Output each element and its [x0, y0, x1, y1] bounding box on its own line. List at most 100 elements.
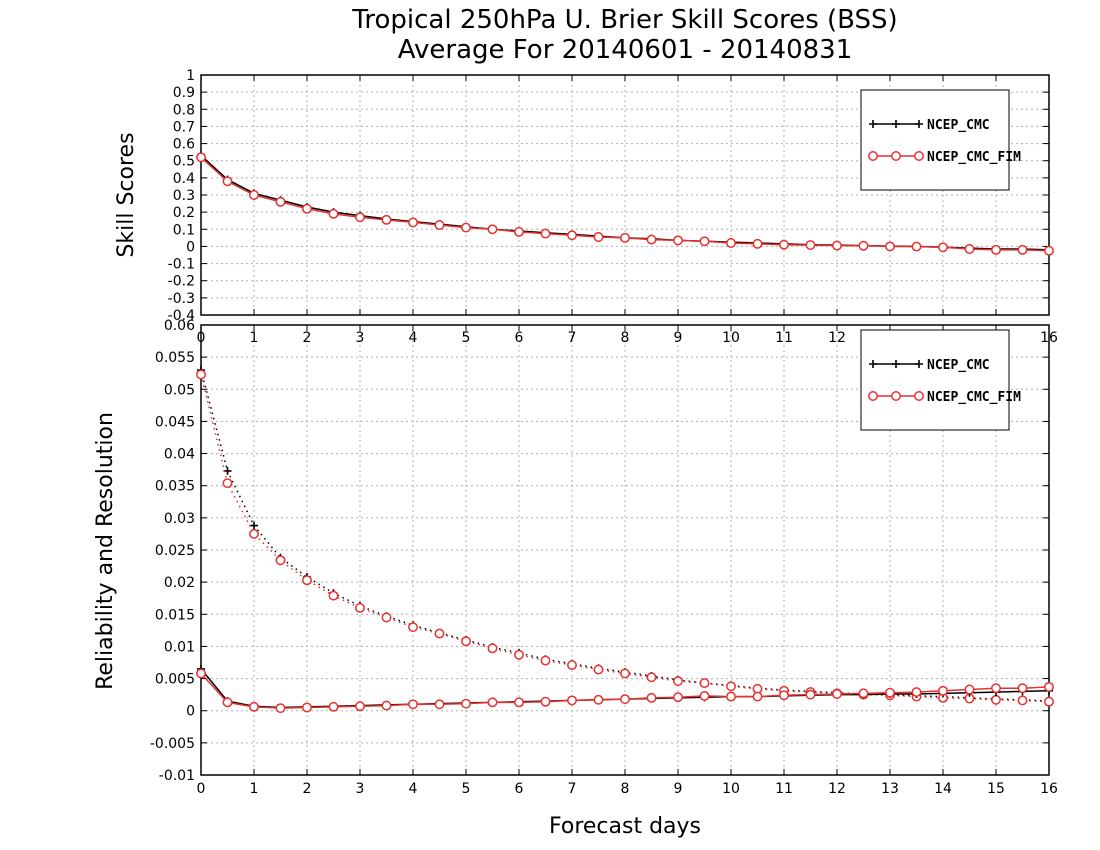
x-tick-label: 12: [828, 781, 846, 797]
data-point: [408, 217, 418, 228]
data-point: [699, 678, 710, 689]
data-point: [1044, 681, 1054, 692]
data-point: [593, 664, 604, 675]
data-point: [1017, 695, 1028, 706]
data-point: [487, 697, 498, 708]
x-tick-label: 9: [674, 781, 683, 797]
x-tick-label: 5: [462, 330, 471, 346]
bottom-y-axis-label: Reliability and Resolution: [93, 412, 118, 690]
data-point: [355, 602, 365, 613]
x-tick-label: 7: [568, 781, 577, 797]
data-point: [885, 241, 895, 252]
data-point: [196, 369, 206, 380]
legend-marker: [915, 360, 923, 368]
x-tick-label: 0: [197, 781, 206, 797]
x-tick-label: 9: [674, 330, 683, 346]
legend-label: NCEP_CMC: [927, 118, 990, 133]
legend: NCEP_CMC NCEP_CMC_FIM: [860, 89, 1021, 191]
data-point: [222, 176, 233, 187]
data-point: [434, 628, 445, 639]
data-point: [514, 649, 524, 660]
data-point: [805, 689, 816, 700]
data-point: [540, 228, 551, 239]
x-tick-label: 12: [828, 330, 846, 346]
data-point: [673, 235, 683, 246]
legend-marker: [891, 151, 901, 161]
data-point: [620, 694, 630, 705]
y-tick-label: -0.1: [168, 257, 195, 273]
data-point: [461, 222, 471, 233]
data-point: [487, 224, 498, 235]
x-tick-label: 14: [934, 781, 952, 797]
top-y-axis-label: Skill Scores: [114, 132, 139, 257]
y-tick-label: 0.8: [173, 102, 195, 118]
data-point: [752, 691, 763, 702]
data-point: [408, 622, 418, 633]
x-tick-label: 16: [1040, 781, 1058, 797]
data-point: [249, 701, 259, 712]
x-tick-label: 3: [356, 330, 365, 346]
data-point: [328, 208, 339, 219]
y-tick-label: 0.045: [155, 414, 195, 430]
data-point: [964, 684, 975, 695]
data-point: [567, 660, 577, 671]
data-point: [673, 692, 683, 703]
data-point: [1044, 245, 1054, 256]
data-point: [726, 681, 736, 692]
legend-label: NCEP_CMC_FIM: [927, 150, 1021, 165]
y-tick-label: -0.005: [150, 736, 195, 752]
data-point: [434, 699, 445, 710]
x-tick-label: 8: [621, 781, 630, 797]
data-point: [514, 226, 524, 237]
data-point: [302, 575, 312, 586]
y-tick-label: 0.4: [173, 171, 195, 187]
data-point: [275, 555, 286, 566]
data-point: [222, 478, 233, 489]
legend-marker: [868, 391, 878, 401]
legend-marker: [868, 151, 878, 161]
y-tick-label: 0.1: [173, 222, 195, 238]
data-point: [461, 698, 471, 709]
y-tick-label: 0.05: [164, 382, 195, 398]
y-tick-label: 0.03: [164, 511, 195, 527]
data-point: [779, 239, 789, 250]
series-ncep-cmc-fim-solid: [196, 668, 1054, 714]
legend: NCEP_CMC NCEP_CMC_FIM: [860, 329, 1021, 431]
data-point: [1017, 244, 1028, 255]
y-tick-label: 0.015: [155, 607, 195, 623]
y-tick-label: 0.06: [164, 318, 195, 334]
x-tick-label: 6: [515, 781, 524, 797]
data-point: [328, 701, 339, 712]
y-tick-label: 0.7: [173, 119, 195, 135]
data-point: [408, 699, 418, 710]
data-point: [434, 220, 445, 230]
data-point: [567, 230, 577, 241]
data-point: [699, 236, 710, 247]
chart-title-line1: Tropical 250hPa U. Brier Skill Scores (B…: [351, 5, 897, 35]
y-tick-label: 0.005: [155, 672, 195, 688]
data-point: [275, 196, 286, 207]
data-point: [620, 668, 630, 679]
data-point: [726, 238, 736, 248]
data-point: [858, 240, 869, 251]
data-point: [938, 685, 948, 696]
data-point: [779, 690, 789, 701]
data-point: [752, 238, 763, 249]
y-tick-label: 0.04: [164, 447, 195, 463]
chart-title-line2: Average For 20140601 - 20140831: [398, 35, 853, 65]
data-point: [620, 232, 630, 243]
data-point: [275, 703, 286, 714]
x-tick-label: 6: [515, 330, 524, 346]
y-tick-label: 0.02: [164, 575, 195, 591]
x-tick-label: 11: [775, 330, 793, 346]
x-tick-label: 4: [409, 781, 418, 797]
x-tick-label: 7: [568, 330, 577, 346]
data-point: [991, 694, 1001, 705]
legend-marker: [892, 120, 900, 128]
x-tick-label: 15: [987, 781, 1005, 797]
y-tick-label: -0.2: [168, 274, 195, 290]
legend-marker: [869, 120, 877, 128]
x-tick-label: 1: [250, 781, 259, 797]
skill-score-panel: 10.90.80.70.60.50.40.30.20.10-0.1-0.2-0.…: [168, 68, 1054, 324]
